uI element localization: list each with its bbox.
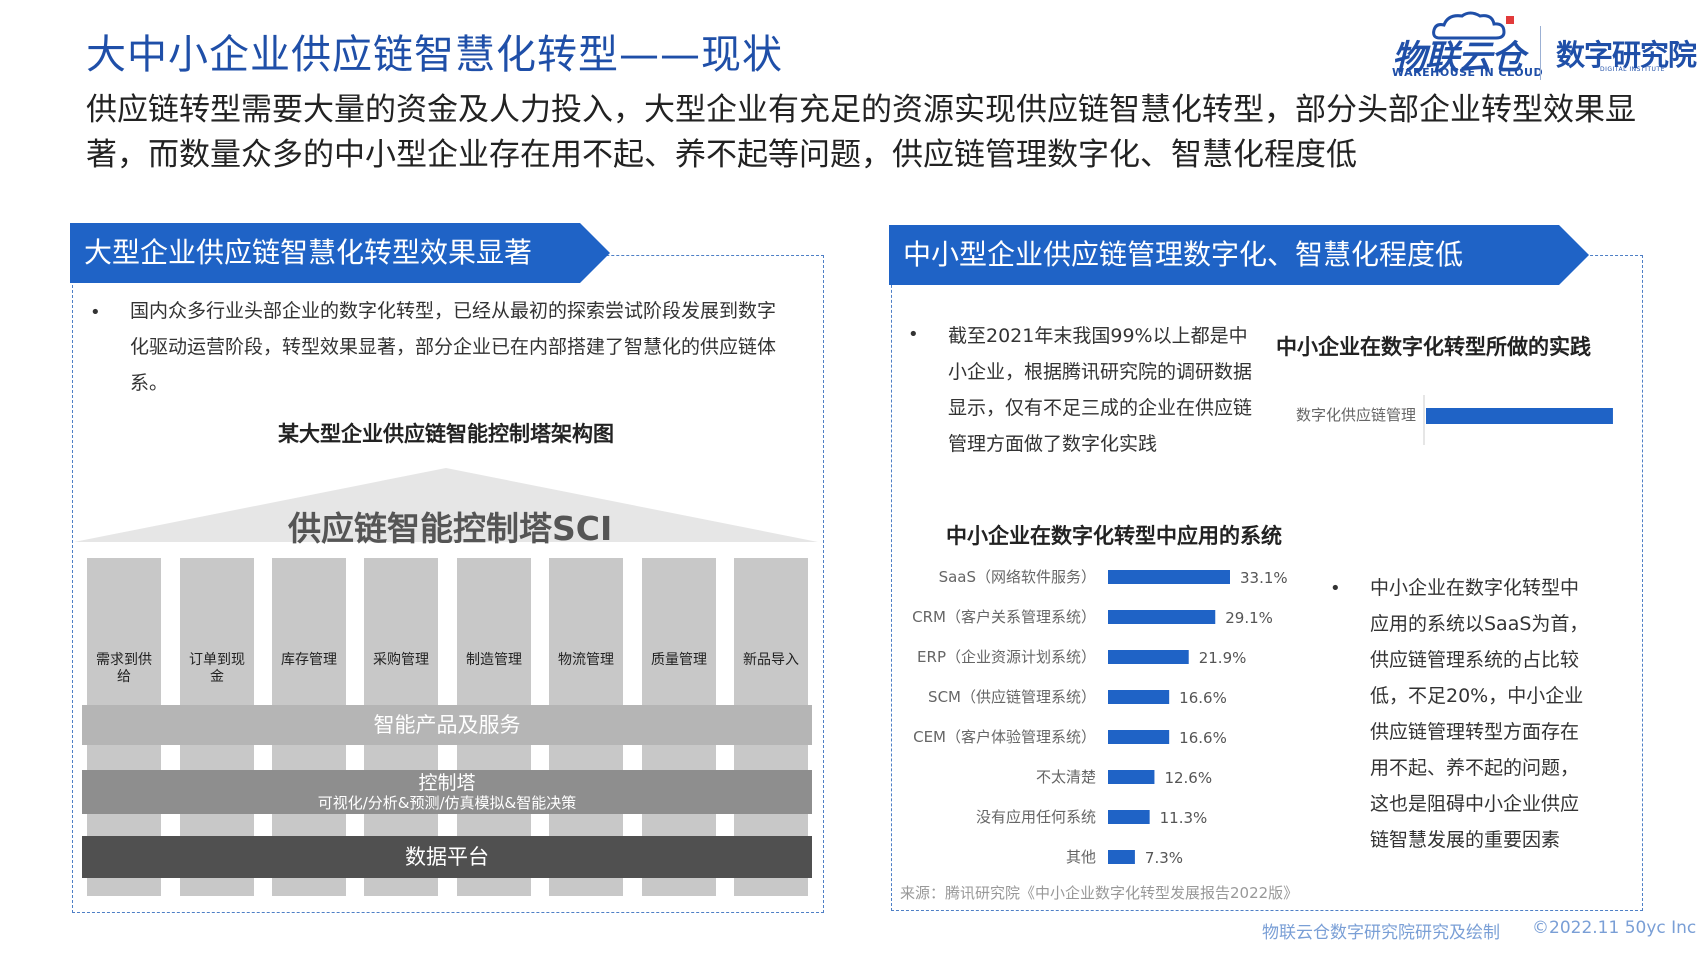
pillar-label: 物流管理	[558, 652, 614, 668]
chart2-value-label: 33.1%	[1240, 569, 1288, 587]
right-bullet2-text: 中小企业在数字化转型中应用的系统以SaaS为首，供应链管理系统的占比较低，不足2…	[1370, 577, 1589, 851]
institute-logo: 数字研究院	[1556, 38, 1697, 72]
chart2-bar	[1108, 850, 1135, 864]
chart2-value-label: 16.6%	[1179, 689, 1227, 707]
chart2-category-label: CEM（客户体验管理系统）	[913, 728, 1096, 746]
chart2-category-label: ERP（企业资源计划系统）	[917, 648, 1096, 666]
left-banner-shape	[70, 223, 610, 283]
chart1-plot: 数字化供应链管理23.8%	[1296, 395, 1613, 445]
band-control-tower-subtitle: 可视化/分析&预测/仿真模拟&智能决策	[317, 794, 577, 812]
chart2-plot: SaaS（网络软件服务） 33.1% CRM（客户关系管理系统） 29.1% ERP（企…	[912, 568, 1288, 867]
band-data-platform: 数据平台	[82, 836, 812, 878]
right-banner-shape	[889, 225, 1589, 285]
chart2-value-label: 12.6%	[1164, 769, 1212, 787]
left-bullet-text: 国内众多行业头部企业的数字化转型，已经从最初的探索尝试阶段发展到数字化驱动运营阶…	[130, 300, 777, 394]
institute-logo-subtitle: DIGITAL INSTITUTE	[1600, 66, 1665, 73]
chart2-title: 中小企业在数字化转型中应用的系统	[946, 524, 1282, 548]
chart2-bar	[1108, 730, 1170, 744]
chart2-value-label: 7.3%	[1145, 849, 1183, 867]
chart2-bar	[1108, 770, 1155, 784]
band-smart-products: 智能产品及服务	[82, 705, 812, 745]
chart2-value-label: 11.3%	[1160, 809, 1208, 827]
chart2-value-label: 21.9%	[1199, 649, 1247, 667]
left-bullet-dot: •	[90, 302, 101, 323]
chart1-title: 中小企业在数字化转型所做的实践	[1276, 335, 1591, 359]
chart2-bar	[1108, 650, 1189, 664]
chart2-value-label: 29.1%	[1225, 609, 1273, 627]
diagram-title: 某大型企业供应链智能控制塔架构图	[278, 422, 614, 446]
page-subtitle: 供应链转型需要大量的资金及人力投入，大型企业有充足的资源实现供应链智慧化转型，部…	[86, 92, 1636, 173]
pillar-label: 新品导入	[743, 652, 799, 668]
right-bullet1-text: 截至2021年末我国99%以上都是中小企业，根据腾讯研究院的调研数据显示，仅有不…	[948, 325, 1253, 455]
brand-logo: 物联云仓	[1392, 38, 1525, 78]
chart2-bar	[1108, 570, 1230, 584]
pillar-label: 采购管理	[373, 652, 429, 668]
pillar-label: 库存管理	[281, 652, 337, 668]
right-bullet2-dot: •	[1330, 578, 1341, 599]
cloud-icon	[1432, 11, 1514, 40]
left-banner-title: 大型企业供应链智慧化转型效果显著	[84, 236, 533, 269]
source-note: 来源：腾讯研究院《中小企业数字化转型发展报告2022版》	[900, 884, 1299, 902]
chart1-bar	[1426, 408, 1613, 424]
logo-divider	[1540, 26, 1541, 80]
footer-copyright: ©2022.11 50yc Inc	[1532, 918, 1697, 938]
roof-shape	[74, 468, 818, 542]
right-bullet1-dot: •	[908, 324, 919, 345]
brand-logo-subtitle: WAREHOUSE IN CLOUD	[1392, 66, 1544, 79]
band-control-tower-title: 控制塔	[418, 772, 476, 794]
footer-credit: 物联云仓数字研究院研究及绘制	[1262, 923, 1500, 943]
chart2-bar	[1108, 810, 1150, 824]
chart2-category-label: 不太清楚	[1036, 768, 1096, 786]
chart2-value-label: 16.6%	[1179, 729, 1227, 747]
pillar-label: 制造管理	[466, 652, 522, 668]
pillar-label: 订单到现金	[189, 652, 245, 685]
chart2-category-label: 其他	[1066, 848, 1096, 866]
pillar-label: 质量管理	[651, 652, 707, 668]
chart2-category-label: SaaS（网络软件服务）	[939, 568, 1096, 586]
chart2-bar	[1108, 610, 1216, 624]
chart1-category-label: 数字化供应链管理	[1296, 406, 1416, 424]
chart2-bar	[1108, 690, 1170, 704]
band-control-tower: 控制塔 可视化/分析&预测/仿真模拟&智能决策	[82, 770, 812, 814]
right-banner-title: 中小型企业供应链管理数字化、智慧化程度低	[903, 238, 1464, 271]
control-tower-roof: 供应链智能控制塔SCI	[288, 509, 613, 548]
page-title: 大中小企业供应链智慧化转型——现状	[86, 32, 783, 78]
chart2-category-label: SCM（供应链管理系统）	[928, 688, 1096, 706]
pillar-label: 需求到供给	[96, 652, 152, 685]
chart2-category-label: CRM（客户关系管理系统）	[912, 608, 1096, 626]
chart2-category-label: 没有应用任何系统	[976, 808, 1096, 826]
